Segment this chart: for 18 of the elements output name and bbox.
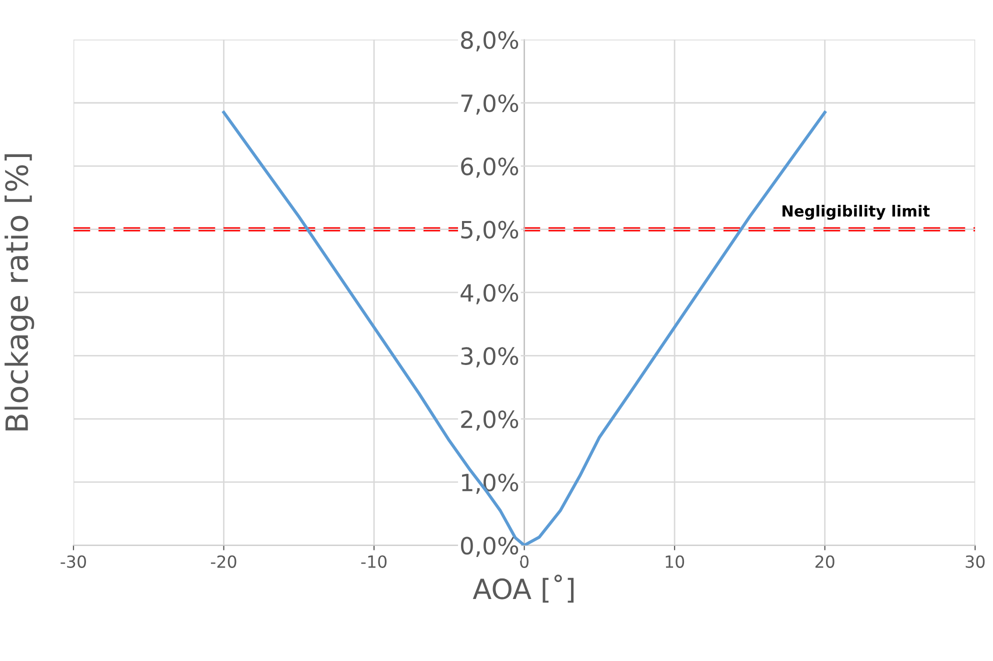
x-tick-label: -10 [361, 555, 387, 568]
y-tick-label: 2,0% [461, 410, 518, 431]
y-tick-label: 6,0% [461, 158, 518, 178]
y-tick-label: 5,0% [461, 220, 518, 241]
y-tick-label: 3,0% [461, 347, 518, 368]
x-tick-label: -30 [60, 555, 86, 568]
x-tick-label: 0 [520, 555, 528, 568]
ref-line-label: Negligibility limit [782, 204, 930, 220]
x-tick-label: 20 [815, 555, 834, 568]
y-tick-label: 0,0% [461, 536, 518, 558]
y-tick-label: 4,0% [460, 284, 518, 304]
x-axis-title: AOA [˚] [472, 574, 574, 603]
x-tick-label: 30 [966, 555, 985, 568]
y-axis-title: Blockage ratio [%] [4, 154, 34, 430]
x-tick-label: -20 [210, 555, 236, 568]
x-tick-label: 10 [666, 555, 684, 568]
y-tick-label: 7,0% [461, 94, 518, 115]
y-tick-label: 8,0% [461, 31, 518, 52]
